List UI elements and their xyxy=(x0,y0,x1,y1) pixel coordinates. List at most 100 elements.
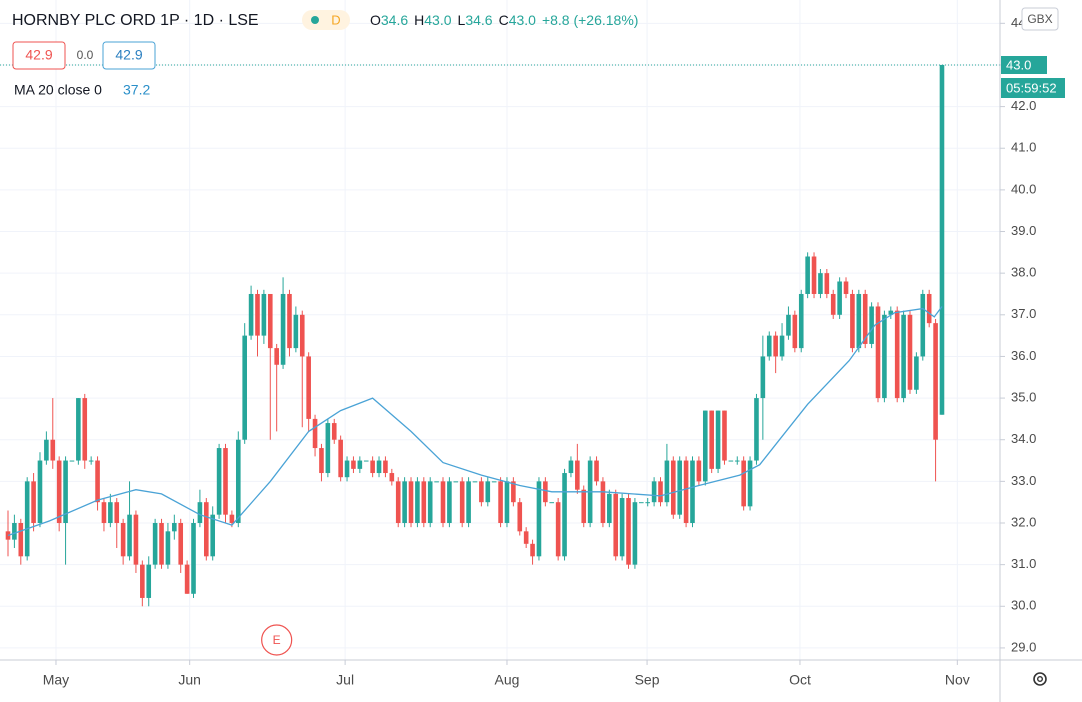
candle-body xyxy=(88,460,94,462)
candle-body xyxy=(805,256,810,294)
candle-body xyxy=(562,473,567,557)
ohlc-values: O34.6 H43.0 L34.6 C43.0 +8.8 (+26.18%) xyxy=(370,12,638,28)
candle-body xyxy=(312,418,318,449)
candle-body xyxy=(715,410,721,469)
candle-body xyxy=(882,314,887,399)
candle-body xyxy=(818,273,823,294)
candle-body xyxy=(850,293,855,349)
ohlc-val: 34.6 xyxy=(381,12,408,28)
candle-body xyxy=(210,514,216,557)
event-marker xyxy=(261,624,293,656)
currency-box[interactable] xyxy=(1021,7,1059,31)
candle-body xyxy=(274,348,279,365)
candle-body xyxy=(670,460,676,515)
y-tick-label: 36.0 xyxy=(1011,348,1036,363)
bid-box[interactable] xyxy=(12,41,66,70)
candle-body xyxy=(504,481,510,524)
countdown: 05:59:52 xyxy=(1006,80,1057,95)
candle-body xyxy=(523,531,529,544)
candle-body xyxy=(389,473,395,482)
candle-body xyxy=(741,460,746,507)
candle-body xyxy=(766,335,772,357)
ask-box[interactable] xyxy=(102,41,156,70)
candle-body xyxy=(581,489,587,524)
countdown-tag xyxy=(1001,78,1065,98)
candle-body xyxy=(491,481,497,483)
settings-icon[interactable] xyxy=(1033,672,1047,686)
candle-body xyxy=(351,460,356,469)
candle-body xyxy=(894,310,900,399)
candle-body xyxy=(600,481,606,524)
candle-body xyxy=(56,460,62,524)
candle-body xyxy=(575,460,580,490)
candle-body xyxy=(632,502,638,565)
ohlc-val: 34.6 xyxy=(465,12,492,28)
change: +8.8 (+26.18%) xyxy=(542,12,639,28)
candle-body xyxy=(415,481,420,524)
candle-body xyxy=(191,523,196,594)
candle-body xyxy=(543,481,548,503)
candle-body xyxy=(69,460,75,462)
y-tick-label: 31.0 xyxy=(1011,556,1036,571)
candle-body xyxy=(485,481,491,503)
candle-body xyxy=(395,481,401,524)
candle-body xyxy=(95,460,100,503)
x-tick-label: Sep xyxy=(635,672,660,688)
legend: HORNBY PLC ORD 1P · 1D · LSE D O34.6 H43.… xyxy=(12,10,638,98)
candle-body xyxy=(536,481,542,557)
candle-body xyxy=(869,306,874,344)
candle-body xyxy=(287,293,292,349)
candle-body xyxy=(479,481,484,503)
ma-line xyxy=(7,306,943,537)
price-tag-text: 43.0 xyxy=(1006,57,1031,72)
candle-body xyxy=(280,293,286,365)
candle-body xyxy=(792,314,798,349)
ohlc-key: H xyxy=(414,12,424,28)
candle-body xyxy=(856,293,862,349)
ohlc-key: L xyxy=(458,12,466,28)
candle-body xyxy=(664,460,670,503)
candle-body xyxy=(376,460,382,474)
gear-hub[interactable] xyxy=(1037,676,1043,682)
y-tick-label: 32.0 xyxy=(1011,514,1036,529)
candle-body xyxy=(267,293,273,349)
candle-body xyxy=(306,356,311,419)
candle-body xyxy=(658,481,663,503)
candle-body xyxy=(440,481,446,524)
ma-label: MA 20 close 0 xyxy=(14,82,102,98)
candle-body xyxy=(76,398,81,461)
candle-body xyxy=(204,502,209,557)
candle-body xyxy=(370,460,375,474)
candle-body xyxy=(357,460,363,469)
gear[interactable] xyxy=(1033,672,1047,686)
candle-body xyxy=(261,293,267,336)
candle-body xyxy=(421,481,427,524)
candle-body xyxy=(140,564,145,598)
candle-body xyxy=(837,281,842,315)
candle-body xyxy=(677,460,682,515)
status-dot xyxy=(311,16,319,24)
candle-body xyxy=(402,481,407,524)
candle-body xyxy=(331,423,337,440)
candle-body xyxy=(875,306,881,399)
candle-body xyxy=(734,460,740,462)
candle-body xyxy=(645,502,651,504)
y-tick-label: 41.0 xyxy=(1011,140,1036,155)
candle-body xyxy=(344,460,350,478)
candle-body xyxy=(114,502,120,524)
ask: 42.9 xyxy=(115,47,142,63)
candle-body xyxy=(702,410,708,482)
candle-body xyxy=(619,498,625,557)
candle-body xyxy=(50,439,56,461)
candle-body xyxy=(248,293,254,336)
candle-body xyxy=(760,356,766,399)
candle-body xyxy=(12,523,17,540)
bid: 42.9 xyxy=(25,47,52,63)
candle-body xyxy=(152,523,158,565)
candle-body xyxy=(728,460,734,462)
candle-body xyxy=(146,564,152,598)
ohlc-val: 43.0 xyxy=(509,12,536,28)
symbol: HORNBY PLC ORD 1P · 1D · LSE xyxy=(12,12,259,29)
